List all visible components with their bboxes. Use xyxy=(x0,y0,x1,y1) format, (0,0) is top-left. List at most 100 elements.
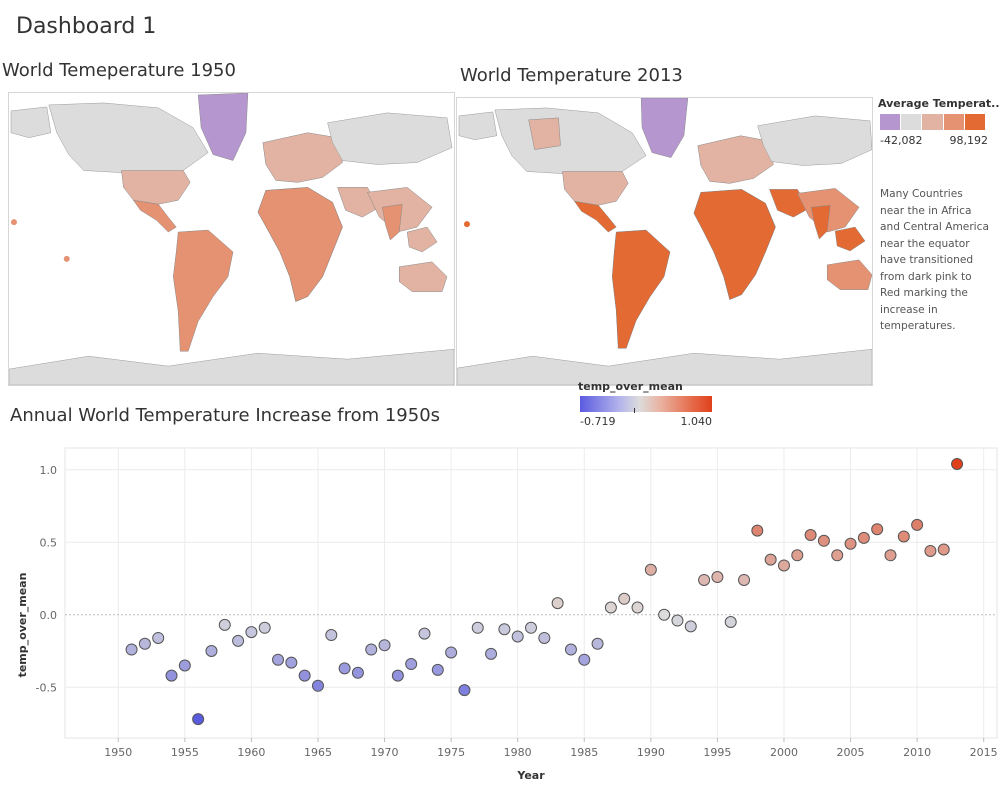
color-scale-title: temp_over_mean xyxy=(578,380,683,393)
data-point[interactable] xyxy=(298,669,311,682)
color-scale-bar[interactable] xyxy=(580,396,712,412)
x-tick-label: 2000 xyxy=(770,746,798,759)
x-tick-label: 1960 xyxy=(237,746,265,759)
data-point[interactable] xyxy=(618,592,631,605)
data-point[interactable] xyxy=(272,653,285,666)
data-point[interactable] xyxy=(152,631,165,644)
x-tick-label: 1995 xyxy=(703,746,731,759)
color-scale-min: -0.719 xyxy=(580,415,616,428)
data-point[interactable] xyxy=(471,621,484,634)
data-point[interactable] xyxy=(897,530,910,543)
data-point[interactable] xyxy=(405,658,418,671)
world-map-2013[interactable] xyxy=(456,97,873,386)
data-point[interactable] xyxy=(205,645,218,657)
data-point[interactable] xyxy=(884,549,897,562)
x-tick-label: 1970 xyxy=(371,746,399,759)
data-point[interactable] xyxy=(525,621,537,634)
data-point[interactable] xyxy=(258,621,271,634)
data-point[interactable] xyxy=(511,630,524,643)
data-point[interactable] xyxy=(498,623,511,636)
data-point[interactable] xyxy=(165,669,178,682)
data-point[interactable] xyxy=(644,563,657,576)
legend-swatch-5 xyxy=(964,114,987,130)
data-point[interactable] xyxy=(817,534,830,547)
y-tick-label: 0.5 xyxy=(40,536,58,549)
data-point[interactable] xyxy=(684,620,697,633)
x-tick-label: 1985 xyxy=(570,746,598,759)
data-point[interactable] xyxy=(431,663,444,676)
data-point[interactable] xyxy=(937,543,950,556)
data-point[interactable] xyxy=(538,631,551,644)
data-point[interactable] xyxy=(551,597,564,610)
x-tick-label: 2005 xyxy=(837,746,865,759)
annotation-note: Many Countries near the in Africa and Ce… xyxy=(880,188,989,332)
data-point[interactable] xyxy=(178,659,191,672)
data-point[interactable] xyxy=(724,616,737,628)
data-point[interactable] xyxy=(831,549,844,562)
data-point[interactable] xyxy=(698,573,711,586)
y-tick-label: -0.5 xyxy=(36,681,57,694)
data-point[interactable] xyxy=(871,523,884,536)
data-point[interactable] xyxy=(671,614,684,627)
dashboard-title: Dashboard 1 xyxy=(16,14,157,39)
data-point[interactable] xyxy=(857,531,870,544)
map-legend-title: Average Temperat.. xyxy=(878,97,1000,110)
data-point[interactable] xyxy=(777,559,790,572)
data-point[interactable] xyxy=(578,653,591,666)
chart-title: Annual World Temperature Increase from 1… xyxy=(10,405,441,426)
data-point[interactable] xyxy=(125,643,138,656)
data-point[interactable] xyxy=(804,529,817,541)
data-point[interactable] xyxy=(192,713,205,726)
data-point[interactable] xyxy=(351,666,364,679)
data-point[interactable] xyxy=(365,643,378,656)
data-point[interactable] xyxy=(485,647,498,660)
map-legend-bar[interactable] xyxy=(880,114,987,130)
data-point[interactable] xyxy=(751,524,764,537)
data-point[interactable] xyxy=(951,457,964,470)
legend-max-label: 98,192 xyxy=(949,134,989,147)
data-point[interactable] xyxy=(844,537,857,550)
color-scale-max: 1.040 xyxy=(680,415,713,428)
data-point[interactable] xyxy=(924,544,937,557)
plot-area xyxy=(64,447,998,739)
x-tick-label: 1965 xyxy=(304,746,332,759)
data-point[interactable] xyxy=(418,627,431,640)
world-map-1950-canvas xyxy=(9,93,454,385)
y-axis-label: temp_over_mean xyxy=(16,573,29,678)
data-point[interactable] xyxy=(232,634,245,647)
map-1950-title: World Temeperature 1950 xyxy=(2,60,236,81)
data-point[interactable] xyxy=(604,601,617,614)
world-map-2013-canvas xyxy=(457,98,872,385)
data-point[interactable] xyxy=(591,637,604,650)
data-point[interactable] xyxy=(338,662,351,675)
scatter-chart[interactable]: 1950 1955 1960 1965 1970 1975 1980 1985 1990 1995… xyxy=(0,440,1000,800)
points-layer xyxy=(125,457,964,726)
data-point[interactable] xyxy=(458,684,471,697)
data-point[interactable] xyxy=(631,601,644,614)
data-point[interactable] xyxy=(764,553,777,566)
data-point[interactable] xyxy=(138,637,151,650)
data-point[interactable] xyxy=(285,656,298,669)
world-map-1950[interactable] xyxy=(8,92,455,386)
data-point[interactable] xyxy=(658,608,671,621)
data-point[interactable] xyxy=(445,646,458,659)
y-tick-label: 1.0 xyxy=(40,464,58,477)
color-scale-midpoint xyxy=(634,408,635,413)
data-point[interactable] xyxy=(218,618,231,631)
x-tick-label: 1950 xyxy=(104,746,132,759)
data-point[interactable] xyxy=(711,571,724,584)
data-point[interactable] xyxy=(391,669,404,682)
legend-swatch-4 xyxy=(943,114,965,130)
data-point[interactable] xyxy=(378,639,391,652)
data-point[interactable] xyxy=(325,629,338,642)
data-point[interactable] xyxy=(738,573,751,586)
data-point[interactable] xyxy=(791,549,804,562)
legend-swatch-2 xyxy=(901,114,923,130)
legend-min-label: -42,082 xyxy=(880,134,923,147)
x-tick-label: 1990 xyxy=(637,746,665,759)
legend-swatch-1 xyxy=(880,114,902,130)
data-point[interactable] xyxy=(245,626,258,639)
data-point[interactable] xyxy=(311,679,324,692)
data-point[interactable] xyxy=(564,643,577,656)
data-point[interactable] xyxy=(911,518,924,531)
